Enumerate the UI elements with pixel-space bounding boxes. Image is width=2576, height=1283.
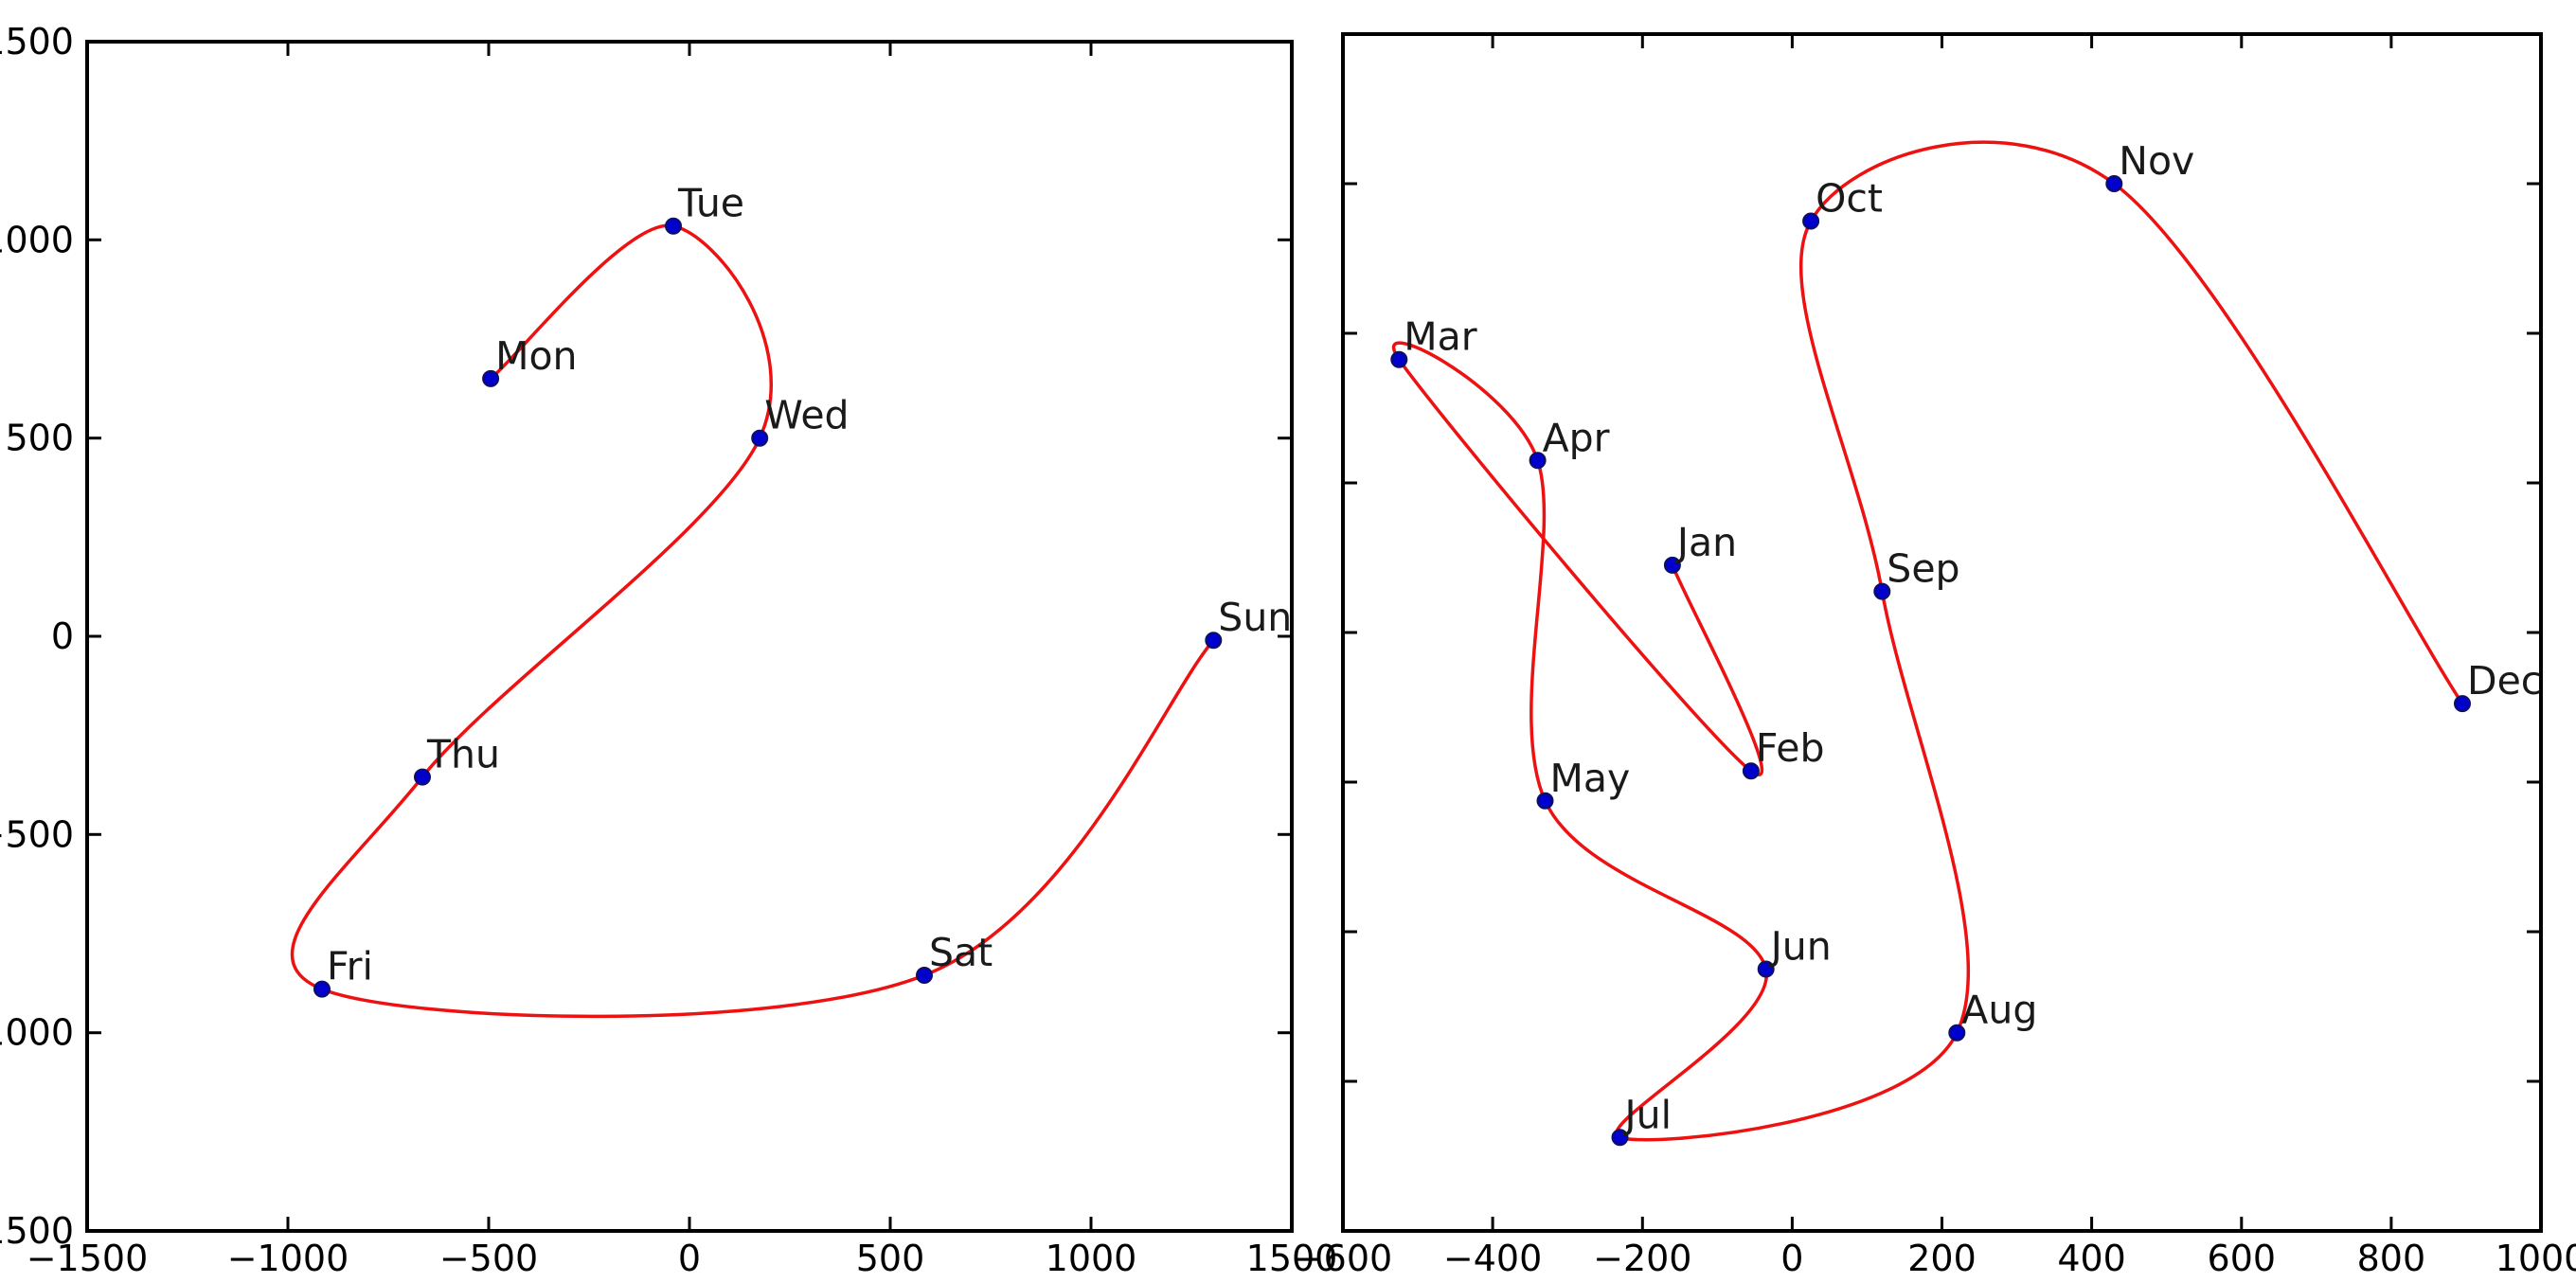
point-label-thu: Thu <box>426 732 500 777</box>
x-tick-label: −500 <box>439 1238 538 1279</box>
point-label-tue: Tue <box>677 181 744 226</box>
point-marker-thu <box>414 768 431 786</box>
point-label-oct: Oct <box>1816 176 1883 222</box>
point-marker-dec <box>2454 695 2471 713</box>
point-marker-tue <box>665 217 682 235</box>
point-label-aug: Aug <box>1961 988 2037 1033</box>
point-marker-mon <box>482 369 500 387</box>
x-tick-label: −400 <box>1443 1238 1542 1279</box>
point-marker-fri <box>313 980 331 998</box>
y-tick-label: 500 <box>5 418 74 459</box>
y-tick-label: −1500 <box>0 1210 74 1252</box>
point-marker-feb <box>1742 762 1760 780</box>
point-label-sep: Sep <box>1887 546 1959 592</box>
x-tick-label: 1000 <box>2496 1238 2576 1279</box>
x-tick-label: 400 <box>2057 1238 2126 1279</box>
y-tick-label: 1500 <box>0 21 74 62</box>
x-tick-label: 1000 <box>1046 1238 1137 1279</box>
x-tick-label: −1000 <box>227 1238 349 1279</box>
point-label-nov: Nov <box>2119 138 2194 184</box>
x-tick-label: 600 <box>2208 1238 2277 1279</box>
weekdays-spline-curve <box>290 223 1215 1019</box>
point-label-apr: Apr <box>1543 415 1610 460</box>
point-label-mon: Mon <box>495 333 577 379</box>
point-label-dec: Dec <box>2467 658 2542 704</box>
months-spline-curve <box>1391 140 2464 1142</box>
point-label-feb: Feb <box>1756 725 1825 771</box>
point-marker-oct <box>1802 212 1820 230</box>
x-tick-label: 200 <box>1907 1238 1977 1279</box>
point-label-jul: Jul <box>1622 1092 1672 1137</box>
point-marker-mar <box>1390 350 1408 368</box>
point-marker-apr <box>1529 452 1547 470</box>
point-label-mar: Mar <box>1404 314 1476 360</box>
point-label-jan: Jan <box>1674 520 1737 565</box>
point-label-sun: Sun <box>1218 595 1292 640</box>
point-label-may: May <box>1550 756 1631 801</box>
point-marker-aug <box>1948 1024 1966 1042</box>
point-label-jun: Jun <box>1768 924 1832 970</box>
point-marker-sep <box>1873 582 1891 600</box>
x-tick-label: 800 <box>2357 1238 2426 1279</box>
point-marker-nov <box>2105 175 2123 192</box>
point-label-fri: Fri <box>327 944 373 989</box>
x-tick-label: −1500 <box>27 1238 149 1279</box>
point-marker-jan <box>1663 556 1681 574</box>
y-tick-label: −1000 <box>0 1012 74 1054</box>
point-marker-jun <box>1757 960 1775 978</box>
x-tick-label: 1500 <box>1246 1238 1338 1279</box>
point-label-wed: Wed <box>764 393 849 438</box>
point-marker-sat <box>916 967 933 984</box>
weekdays-subplot: −1500 −1000 −500 0 500 1000 1500 −1500 −1000 −500… <box>0 21 1337 1279</box>
point-label-sat: Sat <box>929 930 993 975</box>
x-tick-label: −200 <box>1593 1238 1691 1279</box>
x-tick-label: 500 <box>856 1238 925 1279</box>
point-marker-may <box>1536 792 1554 810</box>
x-tick-label: −600 <box>1294 1238 1392 1279</box>
y-tick-label: 1000 <box>0 219 74 260</box>
x-tick-label: 0 <box>678 1238 701 1279</box>
months-subplot: −600 −400 −200 0 200 400 600 800 1000 Jan Feb Mar Ap… <box>1294 32 2576 1279</box>
x-tick-label: 0 <box>1780 1238 1803 1279</box>
axes-spines <box>1341 32 2543 1233</box>
point-marker-wed <box>751 429 769 447</box>
point-marker-jul <box>1611 1129 1629 1147</box>
y-tick-label: 0 <box>51 615 74 657</box>
point-marker-sun <box>1205 632 1223 650</box>
y-tick-label: −500 <box>0 813 74 855</box>
